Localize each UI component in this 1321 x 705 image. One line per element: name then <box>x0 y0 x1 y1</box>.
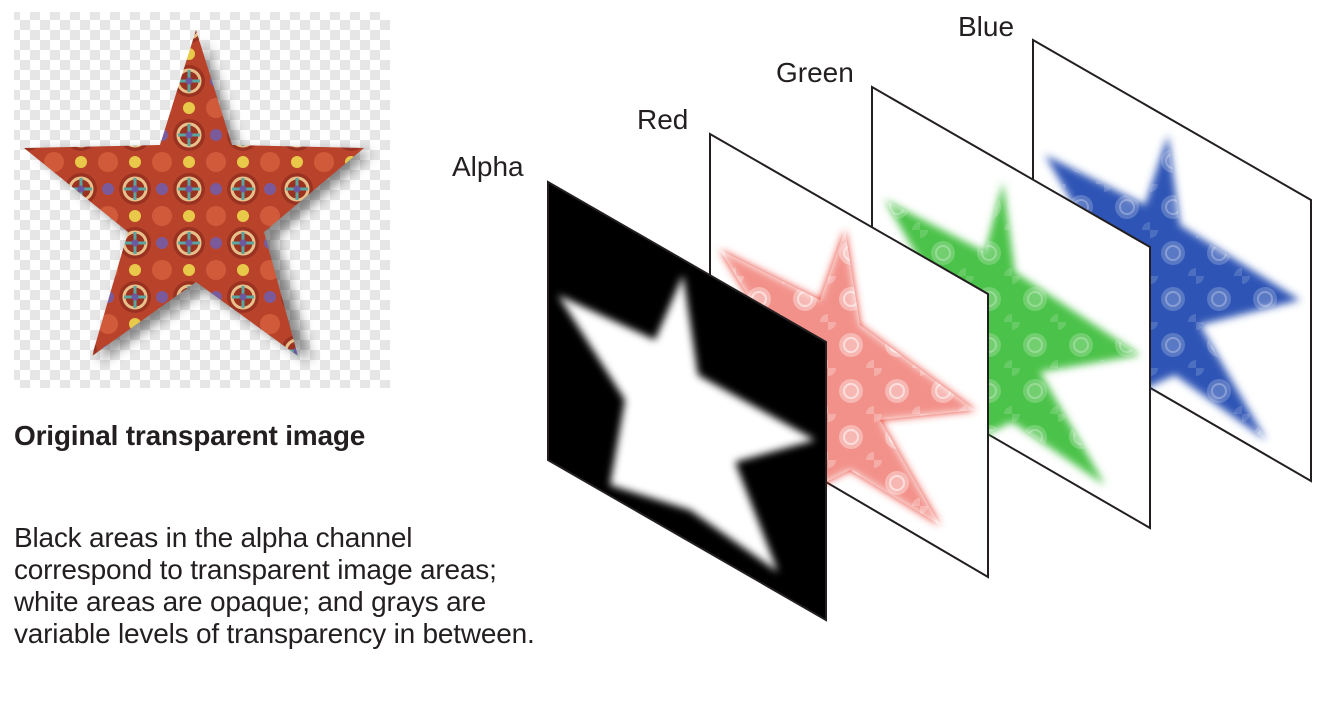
description-line: variable levels of transparency in betwe… <box>14 618 535 649</box>
alpha-channel-label: Alpha <box>452 151 524 182</box>
alpha-description: Black areas in the alpha channel corresp… <box>14 522 634 650</box>
original-image-caption: Original transparent image <box>14 420 366 451</box>
alpha-star <box>558 275 815 572</box>
original-star <box>24 30 364 356</box>
green-channel-label: Green <box>776 57 854 88</box>
red-channel-label: Red <box>637 104 689 135</box>
red-channel-plane <box>709 132 989 579</box>
original-image-panel <box>14 12 390 388</box>
alpha-channel-plane <box>547 180 827 622</box>
blue-channel-label: Blue <box>958 11 1015 42</box>
description-line: correspond to transparent image areas; <box>14 554 497 585</box>
description-line: Black areas in the alpha channel <box>14 522 413 553</box>
description-line: white areas are opaque; and grays are <box>14 586 487 617</box>
